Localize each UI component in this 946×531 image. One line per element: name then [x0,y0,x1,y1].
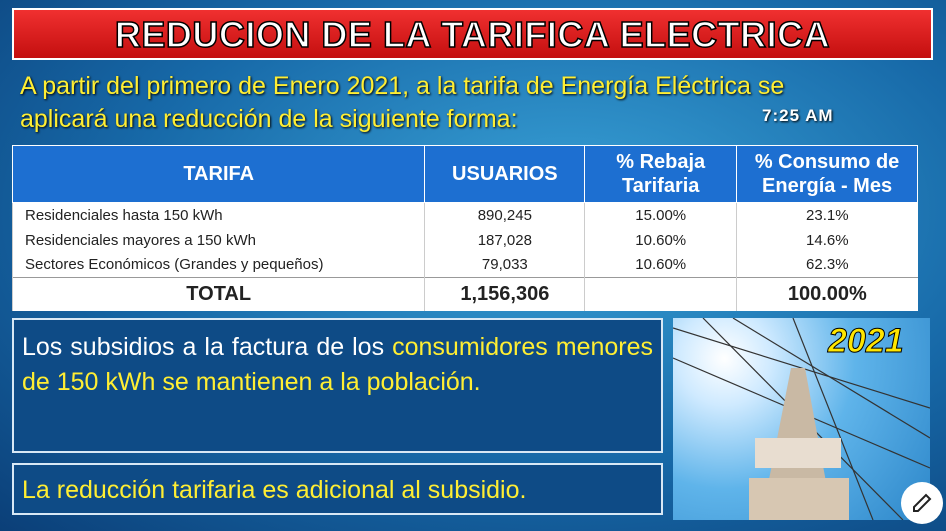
cell: 10.60% [584,227,737,253]
tariff-table: TARIFA USUARIOS% Rebaja Tarifaria% Consumo… [11,145,918,311]
intro: A partir del primero de Enero 2021, a la… [20,70,930,136]
cell: 15.00% [584,202,737,228]
column-header: % Consumo de Energía - Mes [736,145,918,203]
intro-line: A partir del primero de Enero 2021, a la… [20,72,785,100]
cell: 79,033 [424,252,585,278]
header-line: Energía - Mes [762,175,893,197]
cell: 14.6% [736,227,918,253]
table-row: Sectores Económicos (Grandes y pequeños)… [11,252,918,278]
clock: 7:25 AM [762,106,834,125]
cell: Residenciales hasta 150 kWh [11,202,425,228]
column-header: TARIFA [11,145,426,203]
photo [672,317,931,521]
column-header: USUARIOS [424,145,586,203]
edit-button[interactable] [901,482,943,524]
total-users: 1,156,306 [424,277,585,311]
total-label: TOTAL [11,277,425,311]
header-line: Tarifaria [621,175,700,197]
pole-illustration [672,317,931,521]
title: REDUCION DE LA TARIFICA ELECTRICA [12,8,933,60]
header-line: % Consumo de [754,151,900,173]
note-box: La reducción tarifaria es adicional al s… [12,463,663,515]
cell: 23.1% [736,202,918,228]
cell: 890,245 [424,202,585,228]
intro-line: aplicará una reducción de la siguiente f… [20,105,518,133]
total-consumption: 100.00% [736,277,918,311]
cell: 187,028 [424,227,585,253]
subsidy-highlight: consumidores menores de 150 kWh se manti… [22,333,654,396]
subsidy-box: Los subsidios a la factura de los consum… [12,318,663,453]
subsidy-text: Los subsidios a la factura de los [22,333,385,361]
table-row: Residenciales mayores a 150 kWh 187,028 10… [11,227,918,253]
header-row: TARIFA USUARIOS% Rebaja Tarifaria% Consumo… [11,145,918,203]
cell: Sectores Económicos (Grandes y pequeños) [11,252,425,278]
year: 2021 [828,322,905,361]
table-row: Residenciales hasta 150 kWh 890,245 15.00%… [11,202,918,228]
edit-icon[interactable] [901,482,943,524]
column-header: % Rebaja Tarifaria [584,145,738,203]
cell: 62.3% [736,252,918,278]
empty-cell [584,277,737,311]
header-line: % Rebaja [616,151,706,173]
total-row: TOTAL 1,156,306 100.00% [11,277,918,311]
cell: Residenciales mayores a 150 kWh [11,227,425,253]
header-line: TARIFA [183,163,255,185]
cell: 10.60% [584,252,737,278]
note: La reducción tarifaria es adicional al s… [22,476,527,504]
header-line: USUARIOS [452,163,558,185]
